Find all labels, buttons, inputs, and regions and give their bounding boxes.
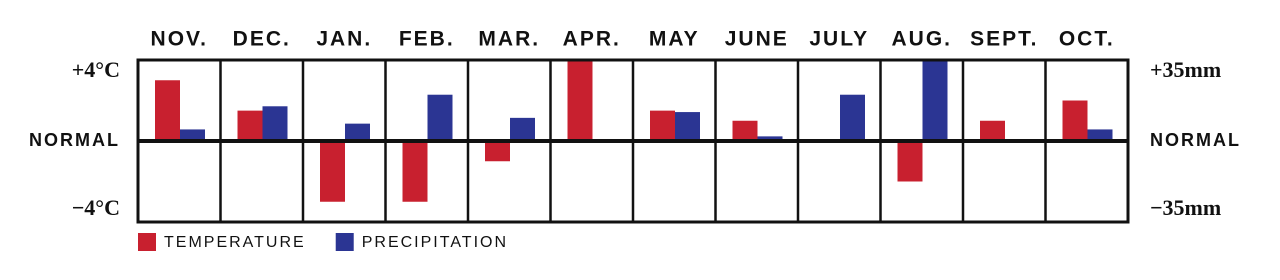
y2-tick-label: −35mm — [1150, 195, 1221, 220]
x-tick-label: SEPT. — [970, 28, 1038, 51]
bar — [922, 60, 948, 141]
bar — [427, 94, 453, 141]
bar — [402, 141, 428, 202]
bar — [345, 123, 370, 141]
x-tick-label: JAN. — [316, 28, 372, 51]
legend-label: PRECIPITATION — [362, 234, 508, 251]
bar — [485, 141, 510, 162]
bar — [840, 94, 865, 141]
bar — [980, 120, 1005, 141]
x-tick-label: NOV. — [151, 28, 208, 51]
x-tick-label: OCT. — [1059, 28, 1115, 51]
legend-swatch — [335, 233, 354, 251]
x-tick-label: MAR. — [478, 28, 540, 51]
bar — [1087, 129, 1113, 141]
bar — [732, 120, 758, 141]
bar — [1062, 100, 1088, 141]
x-tick-label: JULY — [809, 28, 869, 51]
bar — [675, 112, 700, 141]
x-tick-label: DEC. — [233, 28, 291, 51]
legend-swatch — [138, 233, 156, 251]
bar — [320, 141, 345, 202]
y-tick-label: +4°C — [72, 57, 120, 82]
legend-label: TEMPERATURE — [164, 234, 306, 251]
x-tick-label: FEB. — [399, 28, 455, 51]
x-tick-label: JUNE — [725, 28, 789, 51]
bar — [237, 110, 263, 141]
bar — [897, 141, 923, 182]
y-tick-label: −4°C — [72, 195, 120, 220]
x-tick-label: AUG. — [892, 28, 953, 51]
bar — [262, 106, 288, 141]
x-tick-label: APR. — [563, 28, 621, 51]
bar — [155, 80, 180, 141]
x-tick-label: MAY — [649, 28, 700, 51]
y-tick-label: NORMAL — [29, 130, 120, 150]
y2-tick-label: +35mm — [1150, 57, 1221, 82]
bar — [510, 117, 535, 141]
bar — [180, 129, 205, 141]
y2-tick-label: NORMAL — [1150, 130, 1241, 150]
bar — [650, 110, 675, 141]
bar — [567, 60, 593, 141]
bar — [757, 136, 783, 141]
